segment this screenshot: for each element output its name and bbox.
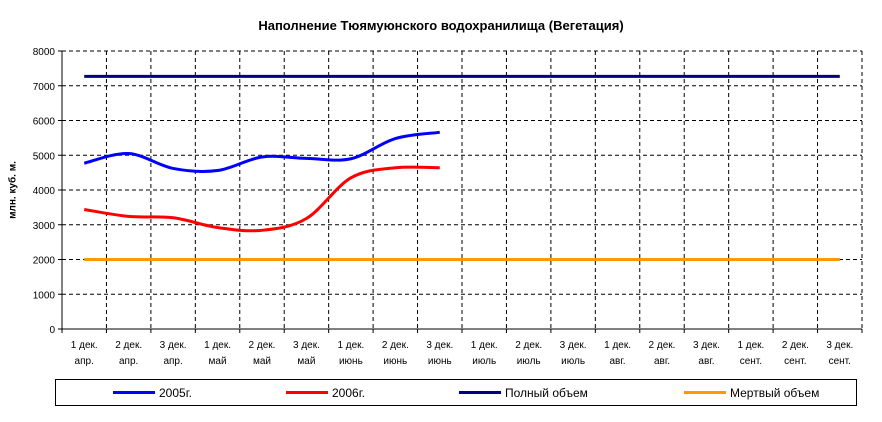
y-tick-label: 8000 [33,47,56,58]
legend: 2005г. 2006г. Полный объем Мертвый объем [55,379,857,406]
x-tick-label: июнь [339,356,363,367]
series-2006-line [83,165,440,233]
axes [58,50,863,333]
x-tick-label: 2 дек. [249,340,276,351]
x-tick-label: сент. [829,356,851,367]
y-tick-label: 3000 [33,221,56,232]
y-tick-label: 5000 [33,151,56,162]
x-tick-label: 1 дек. [471,340,498,351]
x-tick-label: июнь [383,356,407,367]
x-tick-label: июнь [428,356,452,367]
x-tick-label: май [297,356,315,367]
legend-item-2006: 2006г. [286,380,365,405]
x-tick-label: апр. [75,356,94,367]
legend-swatch-2005 [113,391,155,394]
x-tick-label: 3 дек. [826,340,853,351]
legend-label-dead-volume: Мертвый объем [730,385,820,400]
y-tick-labels: 0 1000 2000 3000 4000 5000 6000 7000 8000 [33,47,56,336]
legend-label-full-volume: Полный объем [505,385,588,400]
x-tick-label: июль [472,356,496,367]
x-tick-label: июль [561,356,585,367]
x-tick-label: апр. [163,356,182,367]
x-tick-label: 2 дек. [649,340,676,351]
legend-item-2005: 2005г. [113,380,192,405]
x-tick-label: авг. [654,356,670,367]
legend-label-2005: 2005г. [159,385,192,400]
x-tick-label: июль [517,356,541,367]
series-lines [83,74,840,261]
x-tick-label: май [209,356,227,367]
gridlines [62,50,863,329]
x-tick-label: 3 дек. [693,340,720,351]
legend-swatch-2006 [286,391,328,394]
x-tick-label: сент. [740,356,762,367]
legend-item-dead-volume: Мертвый объем [684,380,819,405]
y-tick-label: 1000 [33,290,56,301]
x-tick-label: 1 дек. [737,340,764,351]
x-tick-label: 2 дек. [382,340,409,351]
x-tick-label: 3 дек. [293,340,320,351]
x-tick-label: 2 дек. [115,340,142,351]
chart-title: Наполнение Тюямуюнского водохранилища (В… [258,18,624,33]
x-tick-label: 2 дек. [782,340,809,351]
y-tick-label: 6000 [33,117,56,128]
x-tick-label: авг. [698,356,714,367]
x-tick-label: 1 дек. [204,340,231,351]
y-tick-label: 0 [49,325,55,336]
y-tick-label: 4000 [33,186,56,197]
legend-item-full-volume: Полный объем [459,380,588,405]
x-tick-label: 3 дек. [426,340,453,351]
y-tick-label: 7000 [33,82,56,93]
x-tick-label: апр. [119,356,138,367]
x-tick-label: авг. [610,356,626,367]
y-tick-label: 2000 [33,256,56,267]
legend-swatch-full-volume [459,391,501,394]
x-tick-labels: 1 дек. апр. 2 дек. апр. 3 дек. апр. 1 дек. май 2… [71,340,853,367]
legend-swatch-dead-volume [684,391,726,394]
x-tick-label: 1 дек. [337,340,364,351]
legend-label-2006: 2006г. [332,385,365,400]
x-tick-label: 1 дек. [604,340,631,351]
x-tick-label: 3 дек. [560,340,587,351]
x-tick-label: 2 дек. [515,340,542,351]
x-tick-label: май [253,356,271,367]
x-tick-label: сент. [784,356,806,367]
x-tick-label: 3 дек. [160,340,187,351]
x-tick-label: 1 дек. [71,340,98,351]
series-2005-line [83,130,440,173]
line-chart: 0 1000 2000 3000 4000 5000 6000 7000 8000 1 дек.… [33,47,863,367]
